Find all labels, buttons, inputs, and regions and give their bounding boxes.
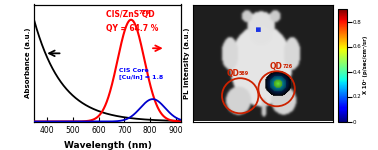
- Y-axis label: X 10⁸ (p/sec/cm²/sr): X 10⁸ (p/sec/cm²/sr): [363, 36, 368, 94]
- Text: CIS/ZnS QD: CIS/ZnS QD: [106, 10, 155, 19]
- Text: QD: QD: [269, 62, 282, 71]
- Y-axis label: Absorbance (a.u.): Absorbance (a.u.): [25, 28, 31, 98]
- Text: 726: 726: [282, 64, 292, 69]
- Text: 726: 726: [139, 10, 150, 15]
- Y-axis label: PL intensity (a.u.): PL intensity (a.u.): [184, 27, 190, 99]
- Text: QD: QD: [227, 69, 240, 78]
- Text: QY = 64.7 %: QY = 64.7 %: [106, 24, 159, 33]
- Text: CIS Core
[Cu/In] = 1.8: CIS Core [Cu/In] = 1.8: [119, 68, 163, 80]
- Text: 589: 589: [239, 71, 249, 76]
- X-axis label: Wavelength (nm): Wavelength (nm): [64, 141, 152, 150]
